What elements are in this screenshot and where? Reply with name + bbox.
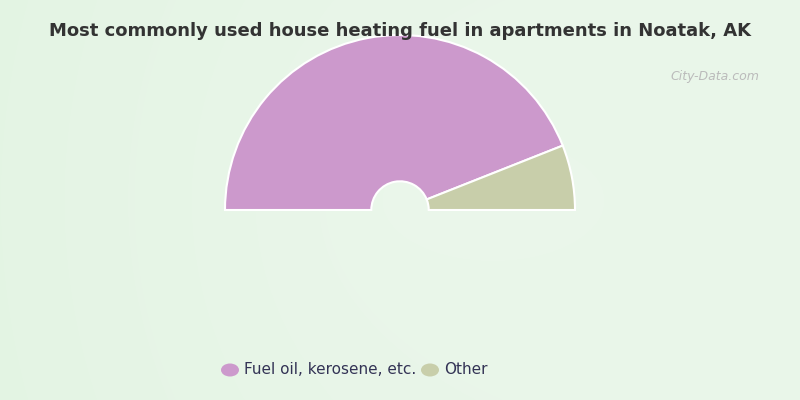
Text: Other: Other (444, 362, 487, 378)
Text: Fuel oil, kerosene, etc.: Fuel oil, kerosene, etc. (244, 362, 416, 378)
Text: City-Data.com: City-Data.com (670, 70, 759, 83)
Text: Most commonly used house heating fuel in apartments in Noatak, AK: Most commonly used house heating fuel in… (49, 22, 751, 40)
Wedge shape (426, 146, 575, 210)
Wedge shape (225, 35, 562, 210)
Ellipse shape (421, 364, 439, 376)
Ellipse shape (221, 364, 239, 376)
